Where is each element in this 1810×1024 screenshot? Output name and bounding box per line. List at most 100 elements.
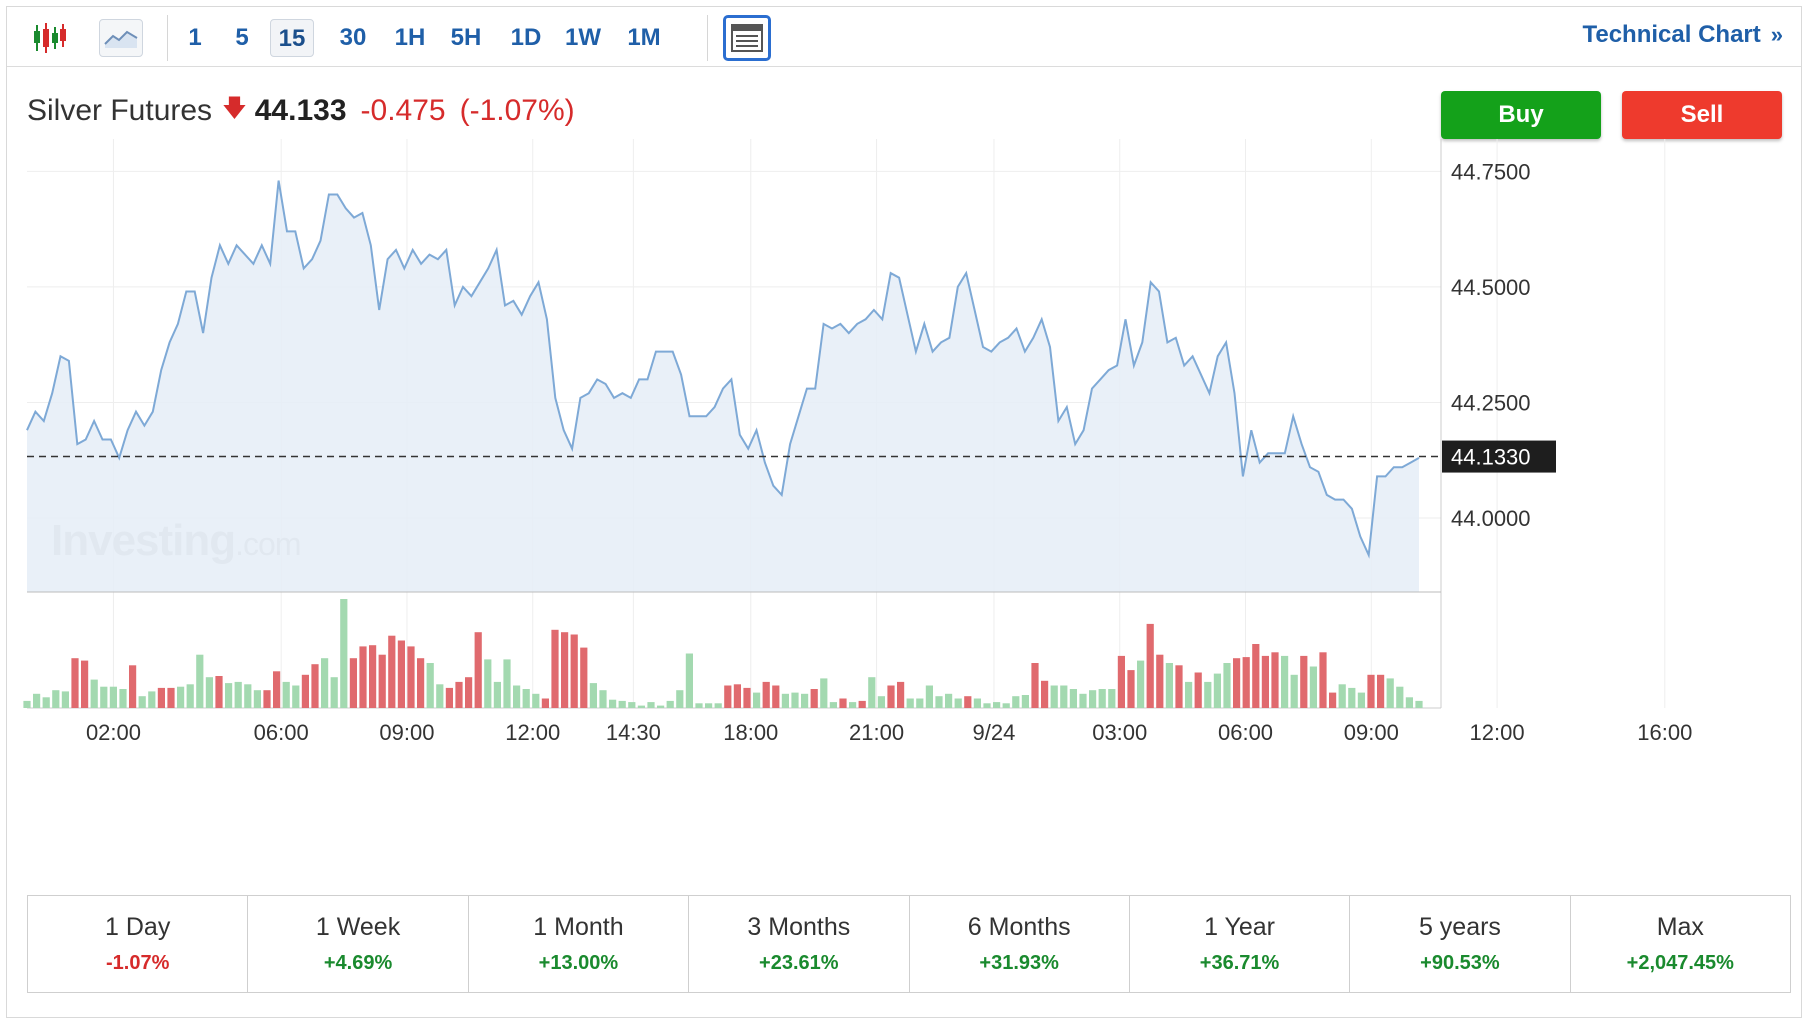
chart-toolbar: 1 5 15 30 1H 5H 1D 1W 1M Technical Chart » (7, 7, 1801, 67)
buy-button[interactable]: Buy (1441, 91, 1601, 139)
interval-15[interactable]: 15 (270, 19, 314, 57)
period-3-months[interactable]: 3 Months +23.61% (689, 896, 910, 992)
volume-bar (225, 683, 233, 708)
volume-bar (388, 635, 396, 708)
volume-bar (493, 681, 501, 708)
technical-chart-link[interactable]: Technical Chart » (1582, 21, 1783, 49)
volume-bar (100, 686, 108, 708)
volume-bar (1252, 644, 1260, 708)
instrument-header: Silver Futures 🡇 44.133 -0.475 (-1.07%) (27, 89, 589, 133)
volume-bar (609, 699, 617, 708)
period-1-year[interactable]: 1 Year +36.71% (1130, 896, 1351, 992)
current-price-label: 44.1330 (1451, 445, 1531, 470)
period-1-day[interactable]: 1 Day -1.07% (28, 896, 249, 992)
volume-bar (666, 700, 674, 708)
volume-bar (263, 690, 271, 708)
volume-bar (781, 693, 789, 708)
period-6-months[interactable]: 6 Months +31.93% (910, 896, 1130, 992)
volume-bar (753, 692, 761, 708)
interval-30[interactable]: 30 (339, 24, 367, 51)
period-1-month[interactable]: 1 Month +13.00% (469, 896, 690, 992)
volume-bar (301, 674, 309, 708)
line-chart-icon[interactable] (99, 19, 143, 57)
volume-bar (1271, 652, 1279, 708)
period-1-week[interactable]: 1 Week +4.69% (248, 896, 469, 992)
x-tick-label: 09:00 (1344, 720, 1399, 745)
volume-bar (1127, 670, 1135, 708)
y-tick-label: 44.7500 (1451, 159, 1531, 184)
volume-bar (810, 689, 818, 708)
volume-bar (685, 653, 693, 708)
volume-bar (561, 632, 569, 708)
volume-bar (157, 687, 165, 708)
interval-1h[interactable]: 1H (394, 24, 426, 51)
volume-bar (935, 696, 943, 708)
x-tick-label: 12:00 (505, 720, 560, 745)
volume-bar (119, 689, 127, 708)
period-label: 3 Months (747, 913, 851, 941)
volume-bar (417, 658, 425, 708)
chart-widget: 1 5 15 30 1H 5H 1D 1W 1M Technical Chart » Silve… (6, 6, 1802, 1018)
volume-bar (407, 646, 415, 708)
volume-bar (724, 685, 732, 708)
volume-bar (1367, 674, 1375, 708)
volume-bar (1137, 660, 1145, 708)
volume-bar (1079, 693, 1087, 708)
period-max[interactable]: Max +2,047.45% (1571, 896, 1790, 992)
volume-bar (1031, 663, 1039, 708)
volume-bar (858, 700, 866, 708)
table-icon[interactable] (723, 15, 771, 61)
period-5-years[interactable]: 5 years +90.53% (1350, 896, 1571, 992)
volume-bar (1261, 655, 1269, 708)
volume-bar (109, 686, 117, 708)
volume-bar (23, 700, 31, 708)
volume-bar (1002, 703, 1010, 708)
volume-bar (359, 646, 367, 708)
volume-bar (925, 685, 933, 708)
volume-bar (541, 698, 549, 708)
toolbar-divider (167, 15, 168, 61)
volume-bar (167, 687, 175, 708)
price-change-percent: (-1.07%) (459, 94, 575, 127)
volume-bar (1069, 689, 1077, 708)
x-tick-label: 9/24 (973, 720, 1016, 745)
volume-bar (244, 684, 252, 708)
volume-bar (993, 702, 1001, 708)
interval-1m[interactable]: 1M (627, 24, 661, 51)
volume-bar (1300, 655, 1308, 708)
x-tick-label: 03:00 (1092, 720, 1147, 745)
chevron-right-icon: » (1770, 22, 1783, 47)
volume-bar (1213, 673, 1221, 708)
interval-5[interactable]: 5 (235, 24, 249, 51)
x-tick-label: 14:30 (606, 720, 661, 745)
volume-bar (772, 685, 780, 708)
period-change: +90.53% (1420, 952, 1500, 974)
volume-bar (330, 677, 338, 708)
interval-1w[interactable]: 1W (565, 24, 601, 51)
volume-bar (1146, 623, 1154, 708)
volume-bar (1223, 663, 1231, 708)
candlestick-icon[interactable] (27, 19, 71, 57)
volume-bar (1319, 652, 1327, 708)
volume-bar (1185, 681, 1193, 708)
current-price-tag (1442, 440, 1556, 473)
y-tick-label: 44.2500 (1451, 390, 1531, 415)
volume-bar (52, 690, 60, 708)
volume-bar (445, 687, 453, 708)
volume-bar (1041, 680, 1049, 709)
volume-bar (138, 696, 146, 708)
volume-bar (311, 664, 319, 708)
volume-bar (349, 658, 357, 708)
interval-5h[interactable]: 5H (450, 24, 482, 51)
volume-bar (1396, 686, 1404, 708)
interval-1[interactable]: 1 (188, 24, 202, 51)
y-tick-label: 44.0000 (1451, 506, 1531, 531)
volume-bar (887, 685, 895, 708)
volume-bar (1050, 685, 1058, 708)
sell-button[interactable]: Sell (1622, 91, 1782, 139)
x-tick-label: 06:00 (254, 720, 309, 745)
interval-1d[interactable]: 1D (510, 24, 542, 51)
volume-bar (1233, 658, 1241, 708)
volume-bar (1156, 654, 1164, 708)
volume-bar (973, 698, 981, 708)
